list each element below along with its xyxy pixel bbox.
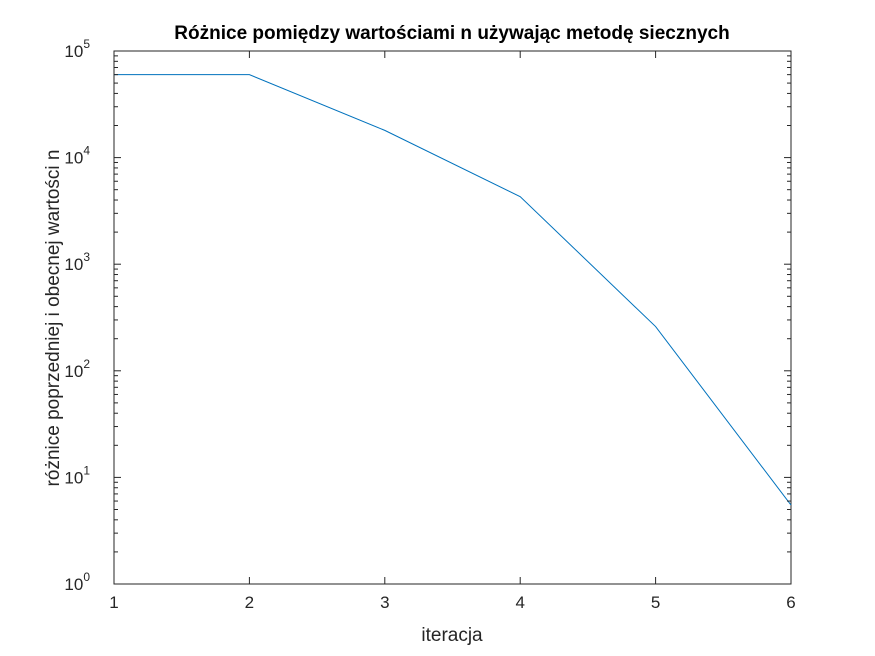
x-tick-label: 5	[651, 593, 660, 612]
x-tick-label: 6	[786, 593, 795, 612]
plot-area	[113, 50, 792, 585]
x-axis-label: iteracja	[421, 625, 483, 646]
y-tick-label: 104	[64, 144, 90, 168]
y-tick-exponent: 3	[83, 250, 90, 264]
axes-box	[113, 50, 792, 585]
y-tick-base: 10	[64, 468, 83, 487]
y-tick-base: 10	[64, 255, 83, 274]
y-axis-label: różnice poprzedniej i obecnej wartości n	[43, 150, 64, 487]
x-tick-label: 3	[380, 593, 389, 612]
y-tick-exponent: 5	[83, 37, 90, 51]
y-tick-base: 10	[64, 575, 83, 594]
chart-title: Różnice pomiędzy wartościami n używając …	[174, 23, 729, 44]
y-tick-label: 102	[64, 357, 90, 381]
y-tick-exponent: 1	[83, 463, 90, 477]
series-line-0	[114, 74, 792, 506]
y-tick-exponent: 2	[83, 357, 90, 371]
x-tick-label: 4	[515, 593, 524, 612]
y-tick-base: 10	[64, 42, 83, 61]
x-axis-ticks: 1 2 3 4 5 6	[109, 51, 796, 612]
y-tick-label: 103	[64, 250, 90, 274]
x-tick-label: 2	[245, 593, 254, 612]
y-tick-base: 10	[64, 149, 83, 168]
y-tick-exponent: 0	[83, 570, 90, 584]
y-tick-exponent: 4	[83, 144, 90, 158]
y-tick-label: 105	[64, 37, 90, 61]
x-tick-label: 1	[109, 593, 118, 612]
y-tick-base: 10	[64, 362, 83, 381]
y-tick-label: 100	[64, 570, 90, 594]
y-tick-label: 101	[64, 463, 90, 487]
